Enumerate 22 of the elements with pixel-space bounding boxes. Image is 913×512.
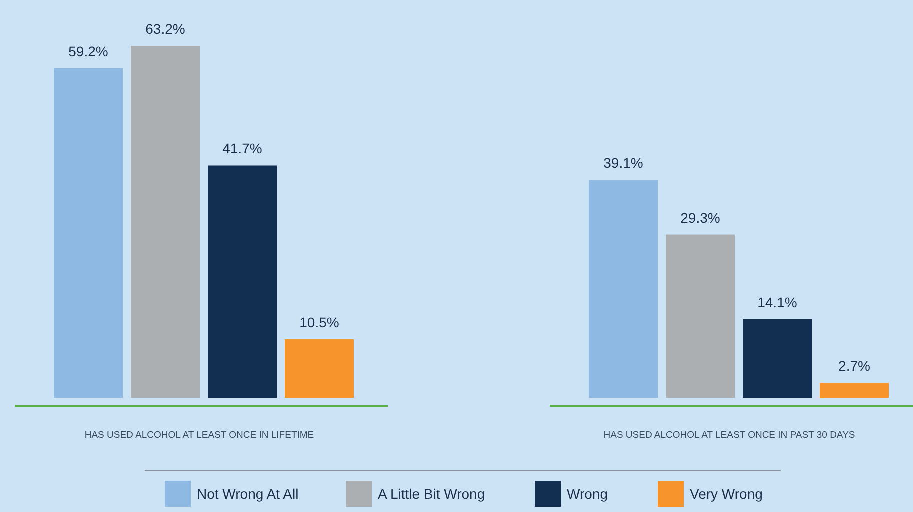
bar <box>208 166 277 398</box>
bar <box>743 319 812 398</box>
data-label: 59.2% <box>68 43 108 60</box>
bar <box>54 68 123 398</box>
bar <box>589 180 658 398</box>
legend-label: Very Wrong <box>690 486 763 502</box>
legend-label: Wrong <box>567 486 608 502</box>
data-label: 14.1% <box>758 294 798 310</box>
x-tick-label: HAS USED ALCOHOL AT LEAST ONCE IN LIFETIME <box>84 430 314 441</box>
data-label: 10.5% <box>300 314 340 331</box>
data-label: 41.7% <box>222 140 262 157</box>
data-label: 39.1% <box>604 155 644 172</box>
bar <box>820 382 889 398</box>
data-label: 29.3% <box>680 210 720 226</box>
x-tick-label: HAS USED ALCOHOL AT LEAST ONCE IN PAST 30 DAYS <box>604 430 856 441</box>
bar <box>131 46 200 398</box>
data-label: 63.2% <box>146 21 186 37</box>
bar <box>285 340 354 398</box>
legend-label: Not Wrong At All <box>197 486 299 502</box>
data-label: 2.7% <box>838 358 870 374</box>
legend-label: A Little Bit Wrong <box>378 486 486 502</box>
bar <box>666 234 735 398</box>
